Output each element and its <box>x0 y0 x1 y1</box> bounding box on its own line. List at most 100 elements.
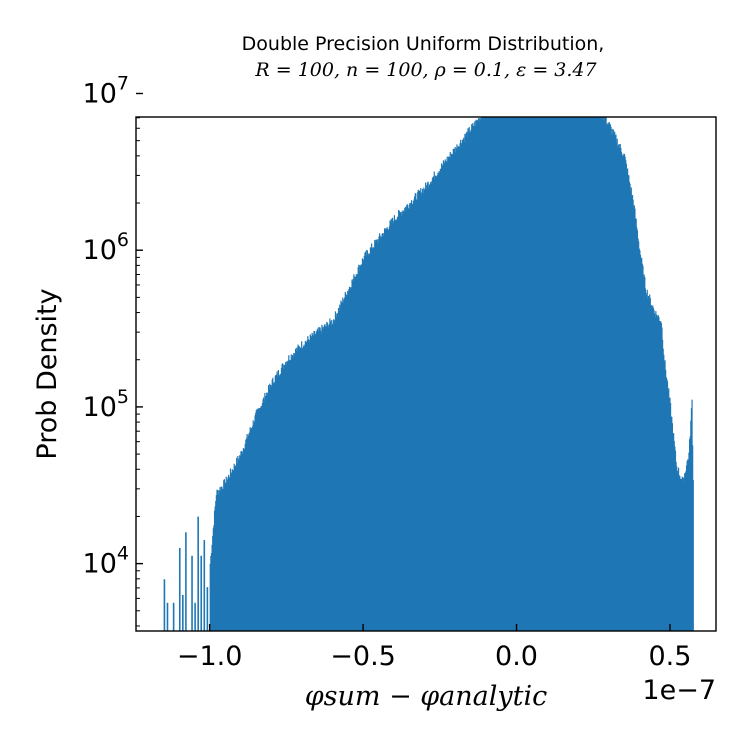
histogram-bar <box>255 412 257 631</box>
histogram-bar <box>382 233 384 631</box>
histogram-bar <box>348 289 350 631</box>
histogram-bar <box>446 156 448 632</box>
histogram-bar <box>274 375 276 631</box>
histogram-bar <box>469 131 472 631</box>
histogram-bar <box>321 328 324 631</box>
histogram-bar <box>231 469 233 631</box>
histogram-bar <box>331 320 333 631</box>
histogram-bar <box>570 117 572 631</box>
histogram-bar <box>437 173 440 632</box>
histogram-bar <box>374 242 376 631</box>
histogram-bar <box>466 131 468 632</box>
histogram-bar <box>266 392 268 631</box>
histogram-bar <box>414 196 416 631</box>
histogram-bar <box>627 174 629 631</box>
histogram-bar <box>364 251 367 631</box>
histogram-bar <box>385 228 387 632</box>
histogram-bar <box>630 187 632 631</box>
histogram-bar <box>434 175 437 631</box>
histogram-bar <box>244 443 246 631</box>
histogram-bar <box>489 117 491 631</box>
histogram-bar <box>589 117 591 631</box>
histogram-bar <box>317 328 319 631</box>
histogram-bar <box>690 420 692 631</box>
histogram-bar <box>225 476 227 631</box>
histogram-bar <box>418 190 420 631</box>
histogram-bar <box>456 144 458 632</box>
histogram-bar <box>534 117 537 631</box>
histogram-bar <box>639 254 642 631</box>
histogram-bar <box>325 326 327 631</box>
histogram-bar <box>277 369 279 631</box>
histogram-bar <box>329 318 331 631</box>
histogram-bar <box>263 400 265 631</box>
histogram-bar <box>673 440 675 631</box>
histogram-bar <box>417 189 419 631</box>
histogram-bar <box>270 384 272 631</box>
histogram-bar <box>428 184 430 631</box>
histogram-bar <box>247 435 249 631</box>
histogram-bar <box>636 230 639 631</box>
histogram-bar <box>686 460 688 631</box>
histogram-bar <box>622 155 624 632</box>
histogram-bar <box>600 117 602 631</box>
histogram-bar <box>218 490 220 631</box>
histogram-bar <box>543 117 545 631</box>
histogram-bar <box>685 471 687 631</box>
histogram-bar <box>574 117 576 631</box>
histogram-bar <box>269 385 271 631</box>
histogram-bar <box>387 228 389 631</box>
histogram-bar <box>607 124 610 632</box>
histogram-bar <box>371 249 373 632</box>
histogram-bar <box>309 342 311 631</box>
histogram-bar <box>567 117 569 631</box>
histogram-bar <box>286 361 289 631</box>
histogram-bar <box>313 330 315 631</box>
histogram-bar <box>596 117 599 631</box>
histogram-bar <box>521 117 523 631</box>
histogram-bar <box>664 360 666 631</box>
histogram-bar <box>565 117 567 631</box>
histogram-bar <box>300 349 302 631</box>
histogram-bar <box>231 473 233 631</box>
histogram-bar <box>511 117 513 631</box>
histogram-bar <box>559 117 561 631</box>
histogram-bar <box>274 381 276 631</box>
histogram-bar <box>609 123 611 632</box>
histogram-bar <box>422 193 424 631</box>
histogram-bar <box>329 321 332 631</box>
histogram-bar <box>264 392 266 631</box>
histogram-bar <box>656 317 658 631</box>
histogram-bar <box>215 495 217 631</box>
histogram-bar <box>611 128 613 631</box>
histogram-bar <box>541 117 543 631</box>
histogram-bar <box>540 117 542 631</box>
histogram-bar <box>595 117 597 631</box>
histogram-bar <box>661 339 664 631</box>
histogram-bar <box>401 211 403 631</box>
histogram-bar <box>376 242 378 631</box>
histogram-bar <box>247 438 249 631</box>
histogram-bar <box>582 117 584 631</box>
histogram-bar <box>683 477 685 631</box>
histogram-bar <box>412 201 414 631</box>
histogram-bar <box>315 333 317 631</box>
histogram-bar <box>363 256 365 631</box>
histogram-bar <box>438 171 440 632</box>
histogram-bar <box>452 154 454 631</box>
histogram-bar <box>265 396 267 631</box>
histogram-bar <box>647 295 650 631</box>
histogram-bar <box>538 117 540 631</box>
histogram-bar <box>642 278 645 631</box>
histogram-bar <box>542 117 545 631</box>
histogram-bar <box>220 486 222 631</box>
plot-frame <box>135 116 717 632</box>
histogram-bar <box>416 200 418 631</box>
histogram-bar <box>360 264 362 631</box>
histogram-bar <box>365 256 367 631</box>
histogram-bar <box>458 146 460 631</box>
histogram-bar <box>353 274 355 631</box>
histogram-bar <box>276 371 278 631</box>
histogram-bar <box>379 233 381 631</box>
